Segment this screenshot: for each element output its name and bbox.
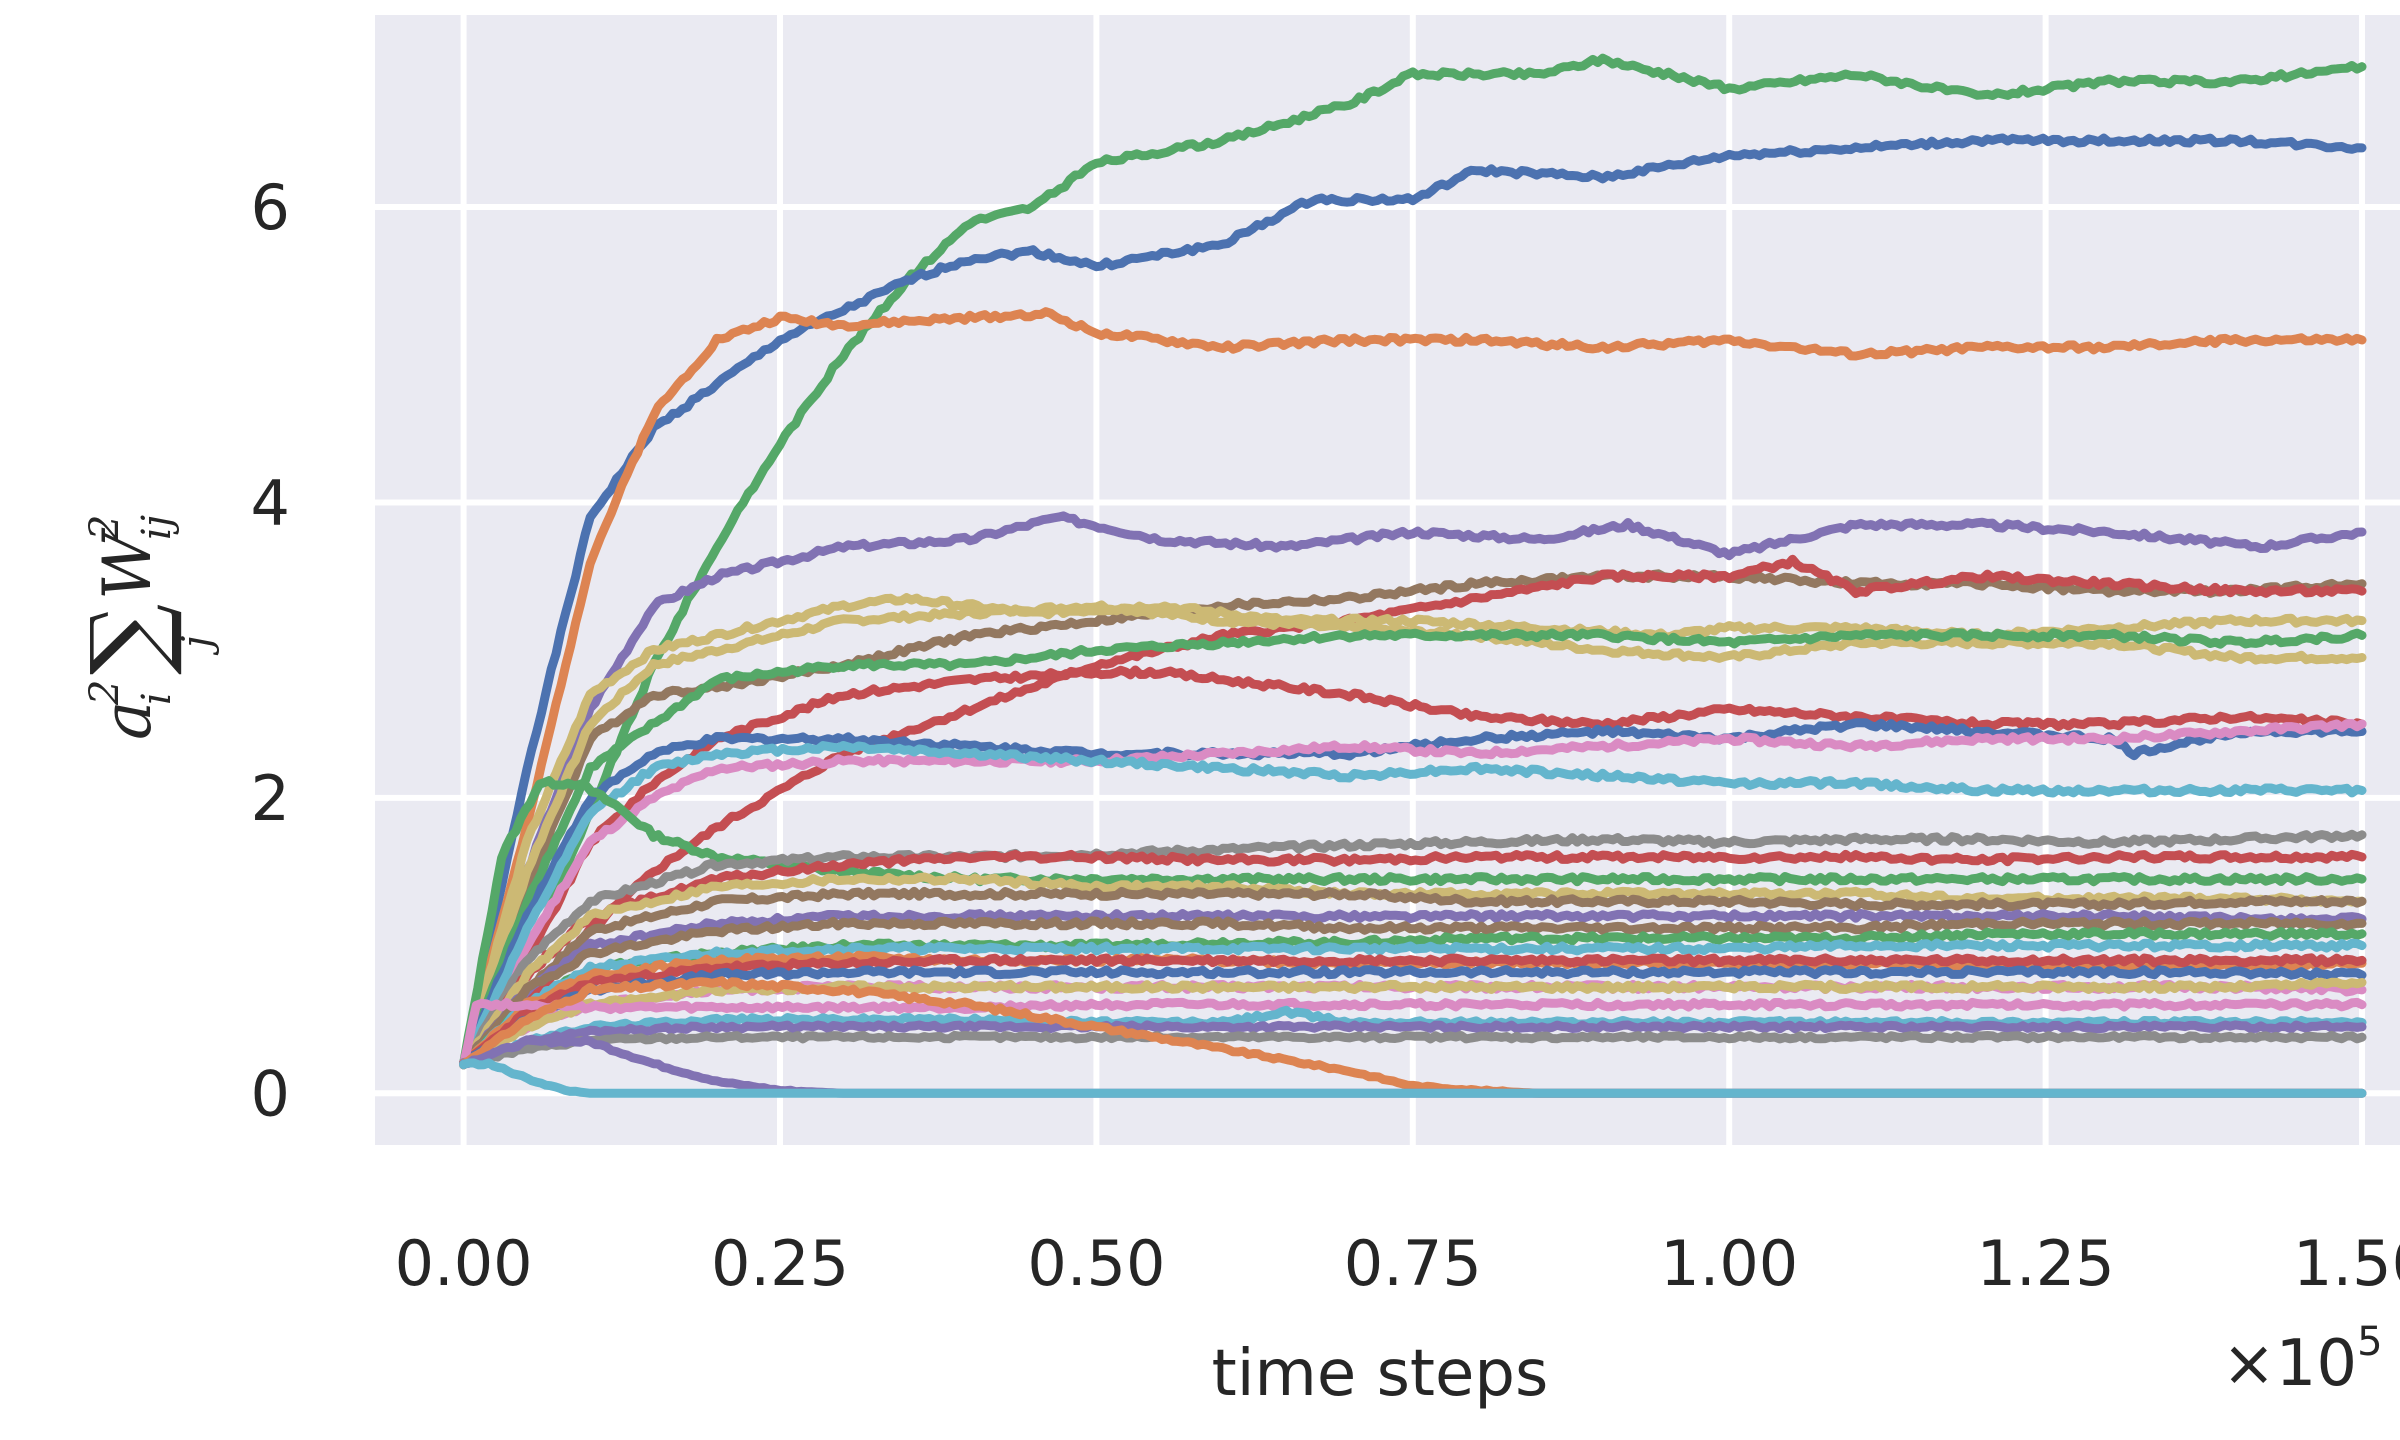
- y-label-a-sup: 2: [82, 680, 128, 706]
- series-line-12: [459, 741, 2367, 1068]
- y-tick-label-1: 2: [251, 762, 290, 835]
- series-line-17: [459, 886, 2367, 1068]
- series-line-23: [459, 953, 2367, 1068]
- x-tick-label-5: 1.25: [1977, 1227, 2115, 1300]
- x-tick-label-0: 0.00: [395, 1227, 533, 1300]
- series-line-3: [459, 511, 2367, 1069]
- x-offset-base: ×10: [2222, 1327, 2357, 1401]
- x-tick-label-4: 1.00: [1660, 1227, 1798, 1300]
- series-line-1: [459, 133, 2367, 1069]
- series-line-15: [459, 849, 2367, 1069]
- x-axis-label: time steps: [1212, 1337, 1549, 1411]
- x-tick-labels: 0.00 0.25 0.50 0.75 1.00 1.25 1.50: [395, 1227, 2400, 1300]
- series-line-30: [459, 1030, 2367, 1068]
- series-line-11: [459, 719, 2367, 1068]
- series-line-8: [459, 628, 2367, 1069]
- series-line-27: [459, 997, 2367, 1069]
- series-line-21: [459, 938, 2367, 1069]
- series-line-5: [459, 554, 2367, 1068]
- x-offset-exponent: 5: [2357, 1319, 2382, 1365]
- x-offset-label: ×105: [2222, 1319, 2383, 1401]
- series-line-6: [459, 593, 2367, 1068]
- y-axis-label: a i 2 ∑ j W ij 2: [69, 515, 220, 740]
- series-layer: [459, 53, 2367, 1098]
- y-label-w-sub: ij: [134, 515, 180, 540]
- series-line-24: [459, 965, 2367, 1068]
- series-line-33: [459, 1058, 2367, 1098]
- y-tick-labels: 0 2 4 6: [251, 171, 290, 1130]
- y-tick-label-2: 4: [251, 466, 290, 539]
- x-tick-label-2: 0.50: [1027, 1227, 1165, 1300]
- series-line-22: [459, 950, 2367, 1070]
- series-line-0: [459, 53, 2367, 1068]
- x-tick-label-3: 0.75: [1344, 1227, 1482, 1300]
- series-line-2: [459, 307, 2367, 1069]
- series-line-14: [459, 829, 2367, 1069]
- y-label-sum: ∑: [69, 604, 186, 675]
- y-tick-label-3: 6: [251, 171, 290, 244]
- y-label-a: a: [89, 701, 166, 740]
- y-label-w-sup: 2: [82, 515, 128, 541]
- x-tick-label-1: 0.25: [711, 1227, 849, 1300]
- y-tick-label-0: 0: [251, 1057, 290, 1130]
- series-line-29: [459, 1020, 2367, 1068]
- y-label-a-sub: i: [134, 692, 180, 705]
- series-line-18: [459, 909, 2367, 1068]
- y-label-w: W: [89, 527, 166, 600]
- series-line-19: [459, 916, 2367, 1068]
- series-line-9: [459, 665, 2367, 1069]
- x-tick-label-6: 1.50: [2293, 1227, 2400, 1300]
